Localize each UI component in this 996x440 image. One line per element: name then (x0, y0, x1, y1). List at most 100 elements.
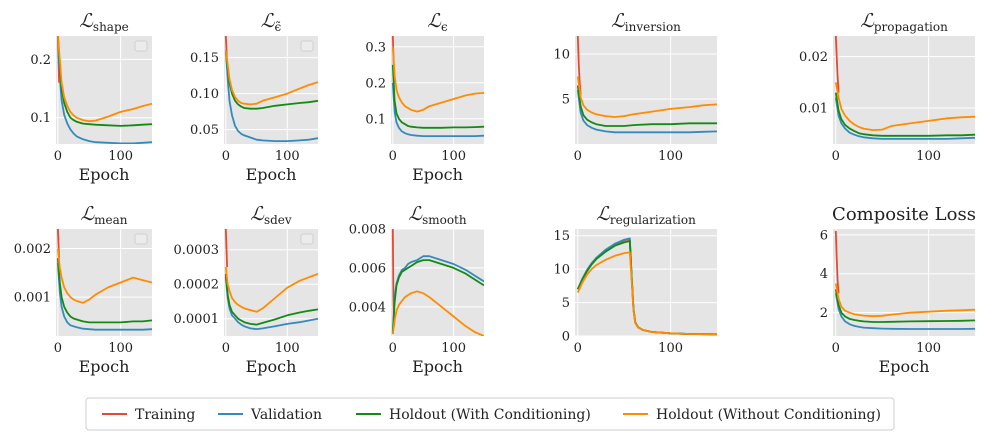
series-group (576, 237, 717, 336)
panel-background (833, 229, 975, 336)
series-line-training (834, 230, 840, 294)
empty-legend-box (134, 40, 148, 52)
series-line-holdout-without (834, 82, 975, 131)
x-tick-label: 100 (108, 341, 133, 356)
y-tick-label: 0.2 (30, 53, 51, 68)
y-tick-label: 15 (553, 229, 570, 244)
series-line-validation (834, 97, 975, 140)
y-tick-label: 5 (562, 93, 570, 108)
y-tick-label: 0.02 (799, 50, 828, 65)
x-tick-label: 0 (54, 149, 62, 164)
y-tick-label: 0.3 (365, 40, 386, 55)
series-line-holdout-without (834, 283, 975, 318)
chart-title: ℒregularization (596, 203, 696, 227)
y-tick-label: 0.001 (14, 291, 51, 306)
series-line-holdout-with (834, 92, 975, 137)
y-tick-label: 0.0001 (174, 312, 220, 327)
empty-legend-box (134, 233, 148, 245)
x-axis-label: Epoch (879, 357, 930, 376)
series-line-holdout-without (57, 36, 152, 123)
panel-background (224, 229, 318, 336)
chart-legend: Training Validation Holdout (With Condit… (85, 397, 895, 431)
series-line-holdout-without (57, 248, 152, 304)
x-tick-label: 100 (916, 341, 941, 356)
empty-legend-box (300, 40, 314, 52)
series-line-training (834, 36, 840, 93)
panel-background (56, 229, 152, 336)
y-tick-label: 0.006 (349, 261, 386, 276)
chart-title: ℒsdev (250, 203, 292, 227)
x-tick-label: 0 (222, 341, 230, 356)
y-tick-label: 0.1 (365, 112, 386, 127)
series-line-holdout-without (224, 50, 318, 106)
series-line-holdout-with (57, 258, 152, 324)
y-tick-label: 0.004 (349, 300, 386, 315)
y-tick-label: 0 (562, 330, 570, 345)
series-group (391, 36, 484, 137)
panel-5: 0.01 0.02 0 100 ℒpropagation (799, 10, 975, 164)
series-line-validation (224, 277, 318, 330)
panel-background (575, 229, 717, 336)
y-tick-label: 2 (820, 306, 828, 321)
series-line-holdout-with (834, 289, 975, 323)
y-tick-label: 0.0003 (174, 243, 220, 258)
chart-title: ℒinversion (611, 10, 681, 34)
y-tick-label: 0.15 (190, 51, 219, 66)
empty-legend-box (300, 233, 314, 245)
x-tick-label: 0 (389, 149, 397, 164)
series-group (834, 36, 975, 140)
panel-background (391, 229, 484, 336)
x-tick-label: 0 (574, 149, 582, 164)
series-line-holdout-without (576, 251, 717, 336)
series-line-holdout-without (576, 76, 717, 118)
series-line-training (224, 229, 228, 268)
panel-background (575, 36, 717, 144)
series-group (57, 36, 152, 144)
series-line-holdout-with (224, 273, 318, 326)
series-line-holdout-without (391, 46, 484, 113)
x-axis-label: Epoch (246, 165, 297, 184)
y-tick-label: 0.1 (30, 111, 51, 126)
series-line-holdout-without (391, 290, 484, 336)
y-tick-label: 4 (820, 267, 828, 282)
series-line-validation (391, 82, 484, 137)
y-tick-label: 10 (553, 263, 570, 278)
series-line-holdout-with (391, 64, 484, 129)
series-line-holdout-without (224, 266, 318, 313)
chart-title: ℒpropagation (860, 10, 948, 34)
panel-background (224, 36, 318, 144)
y-tick-label: 0.002 (14, 242, 51, 257)
series-group (224, 229, 318, 330)
panel-9: 0 5 10 15 0 100 ℒregularization (553, 203, 717, 356)
chart-title: ℒϵ (427, 10, 448, 34)
legend-frame (85, 397, 895, 431)
series-line-validation (57, 36, 152, 144)
x-tick-label: 100 (275, 341, 300, 356)
x-tick-label: 100 (916, 149, 941, 164)
series-group (57, 229, 152, 331)
x-axis-label: Epoch (412, 165, 463, 184)
series-group (224, 36, 318, 142)
panel-background (833, 36, 975, 144)
x-tick-label: 0 (222, 149, 230, 164)
legend-label-training: Training (135, 407, 195, 423)
legend-label-validation: Validation (250, 407, 322, 423)
x-tick-label: 0 (832, 149, 840, 164)
x-tick-label: 0 (389, 341, 397, 356)
y-tick-label: 10 (553, 48, 570, 63)
x-tick-label: 100 (108, 149, 133, 164)
series-line-holdout-with (391, 259, 484, 335)
series-line-validation (834, 293, 975, 330)
x-axis-label: Epoch (79, 165, 130, 184)
series-line-holdout-with (576, 85, 717, 127)
legend-label-holdout-without: Holdout (Without Conditioning) (656, 407, 881, 423)
series-line-validation (576, 89, 717, 134)
x-axis-label: Epoch (246, 357, 297, 376)
